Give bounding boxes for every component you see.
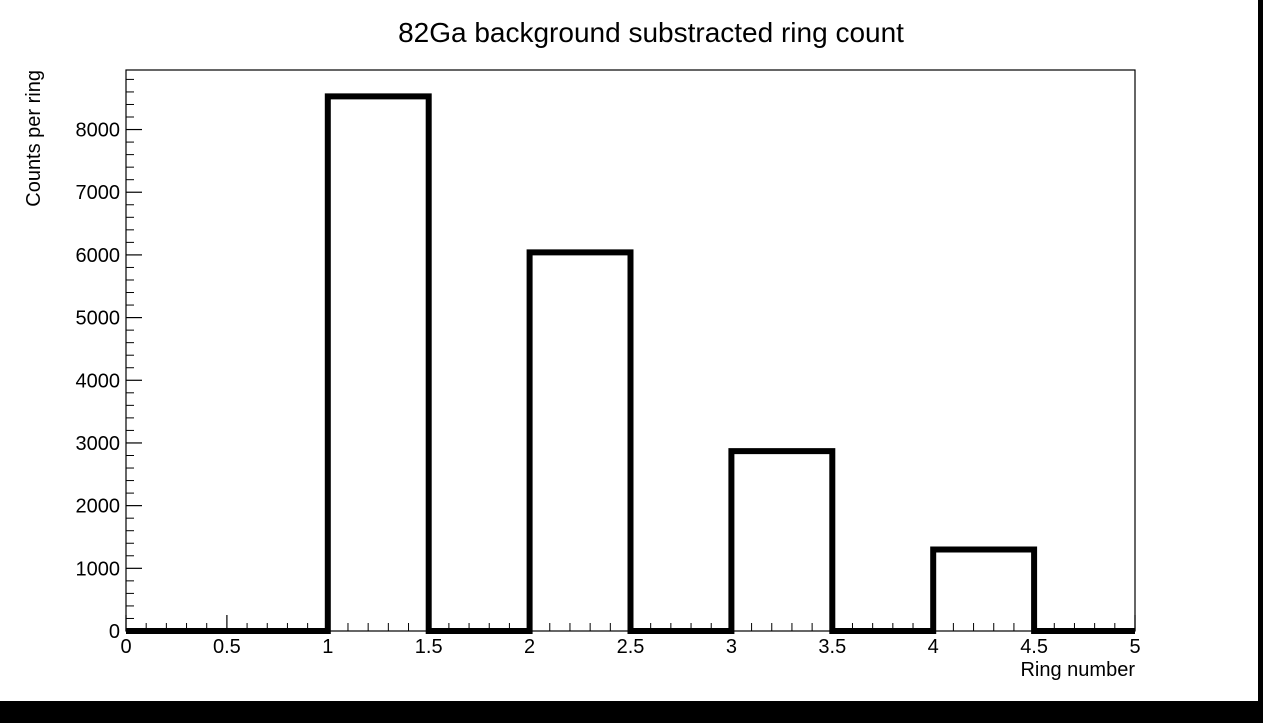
- y-tick-label: 4000: [76, 370, 121, 392]
- x-tick-label: 3: [726, 636, 737, 658]
- y-tick-label: 3000: [76, 433, 121, 455]
- x-tick-label: 0.5: [213, 636, 241, 658]
- x-axis-title: Ring number: [1020, 659, 1135, 681]
- y-axis-title: Counts per ring: [23, 70, 45, 207]
- y-tick-label: 0: [109, 621, 120, 643]
- histogram-bin-2: [328, 96, 429, 631]
- x-tick-label: 0: [120, 636, 131, 658]
- bars: [328, 96, 1034, 631]
- x-tick-label: 3.5: [818, 636, 846, 658]
- y-tick-label: 7000: [76, 182, 121, 204]
- x-tick-label: 2: [524, 636, 535, 658]
- x-tick-label: 2.5: [617, 636, 645, 658]
- y-tick-label: 2000: [76, 496, 121, 518]
- right-band: [1258, 0, 1263, 723]
- histogram-bin-6: [731, 451, 832, 631]
- x-tick-label: 4.5: [1020, 636, 1048, 658]
- bottom-band: [0, 701, 1263, 723]
- y-tick-label: 5000: [76, 308, 121, 330]
- chart-title: 82Ga background substracted ring count: [398, 17, 904, 48]
- x-tick-label: 5: [1129, 636, 1140, 658]
- x-tick-label: 1: [322, 636, 333, 658]
- x-tick-label: 1.5: [415, 636, 443, 658]
- histogram-bin-8: [933, 550, 1034, 631]
- y-tick-label: 6000: [76, 245, 121, 267]
- y-tick-label: 1000: [76, 558, 121, 580]
- histogram-outline: [126, 93, 1135, 634]
- histogram-bin-4: [530, 252, 631, 631]
- y-axis: 0 1000 2000 3000 4000 5000 6000 7000 8000: [76, 78, 142, 643]
- x-tick-label: 4: [928, 636, 939, 658]
- y-tick-label: 8000: [76, 120, 121, 142]
